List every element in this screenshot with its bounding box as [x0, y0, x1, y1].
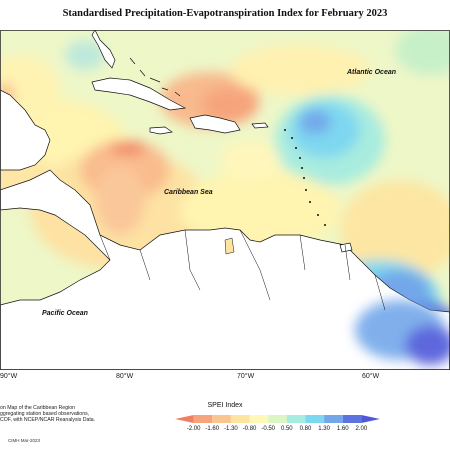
landmass-yucatan	[0, 89, 51, 171]
country-borders	[99, 229, 386, 311]
legend-tick-label: -1.60	[205, 426, 220, 432]
pacific-ocean-label: Pacific Ocean	[42, 310, 88, 317]
lon-label-80w: 80°W	[116, 373, 134, 380]
legend-title: SPEI Index	[207, 402, 243, 409]
legend-swatch	[268, 415, 287, 423]
spei-field	[0, 30, 450, 360]
landmass-cuba	[91, 77, 187, 111]
legend-swatch	[212, 415, 231, 423]
legend-tick-label: 0.50	[280, 426, 293, 432]
legend-swatch	[286, 415, 306, 423]
landmass-jamaica	[149, 126, 173, 135]
landmass-trinidad	[339, 242, 353, 253]
legend-swatch	[305, 415, 325, 423]
legend-tick-label: 1.30	[318, 426, 330, 432]
land-masses	[0, 30, 450, 370]
source-line: ggregating station based observations,	[0, 411, 90, 418]
legend-swatch	[175, 415, 194, 423]
spei-map: Atlantic Ocean Caribbean Sea Pacific Oce…	[0, 30, 450, 370]
legend-swatch	[249, 415, 269, 423]
lon-label-70w: 70°W	[237, 373, 255, 380]
landmass-puerto-rico	[251, 122, 269, 129]
lon-label-60w: 60°W	[362, 373, 380, 380]
map-title: Standardised Precipitation-Evapotranspir…	[62, 8, 388, 19]
legend-swatch	[230, 415, 250, 423]
lon-label-90w: 90°W	[0, 373, 18, 380]
legend-swatch	[324, 415, 343, 423]
legend-tick-label: 2.00	[355, 426, 368, 432]
lake-maracaibo	[224, 237, 235, 255]
source-note: on Map of the Caribbean Region ggregatin…	[0, 405, 110, 424]
caribbean-sea-label: Caribbean Sea	[164, 189, 213, 196]
legend-tick-label: 1.60	[336, 426, 349, 432]
landmass-hispaniola	[189, 114, 241, 134]
legend-ticks: -2.00 -1.60 -1.30 -0.80 -0.50 0.50 0.80 1.30 1.6…	[175, 426, 375, 436]
legend-swatch	[342, 415, 362, 423]
source-line: COF, with NCEP/NCAR Reanalysis Data.	[0, 417, 96, 424]
atlantic-ocean-label: Atlantic Ocean	[346, 69, 396, 76]
credit: CIMH Mar-2023	[8, 438, 41, 443]
landmass-florida	[91, 30, 116, 69]
legend-tick-label: -0.50	[261, 426, 276, 432]
legend-tick-label: -1.30	[224, 426, 238, 432]
source-line: on Map of the Caribbean Region	[0, 405, 75, 411]
legend-tick-label: -2.00	[186, 426, 201, 432]
legend-tick-label: -0.80	[242, 426, 257, 432]
lesser-antilles	[284, 129, 326, 226]
legend-swatch	[361, 415, 380, 423]
bahamas-islands	[129, 57, 181, 97]
legend-swatch	[193, 415, 213, 423]
legend-tick-label: 0.80	[299, 426, 312, 432]
legend-colorbar	[175, 415, 380, 423]
land-spei-overlay	[355, 300, 450, 365]
